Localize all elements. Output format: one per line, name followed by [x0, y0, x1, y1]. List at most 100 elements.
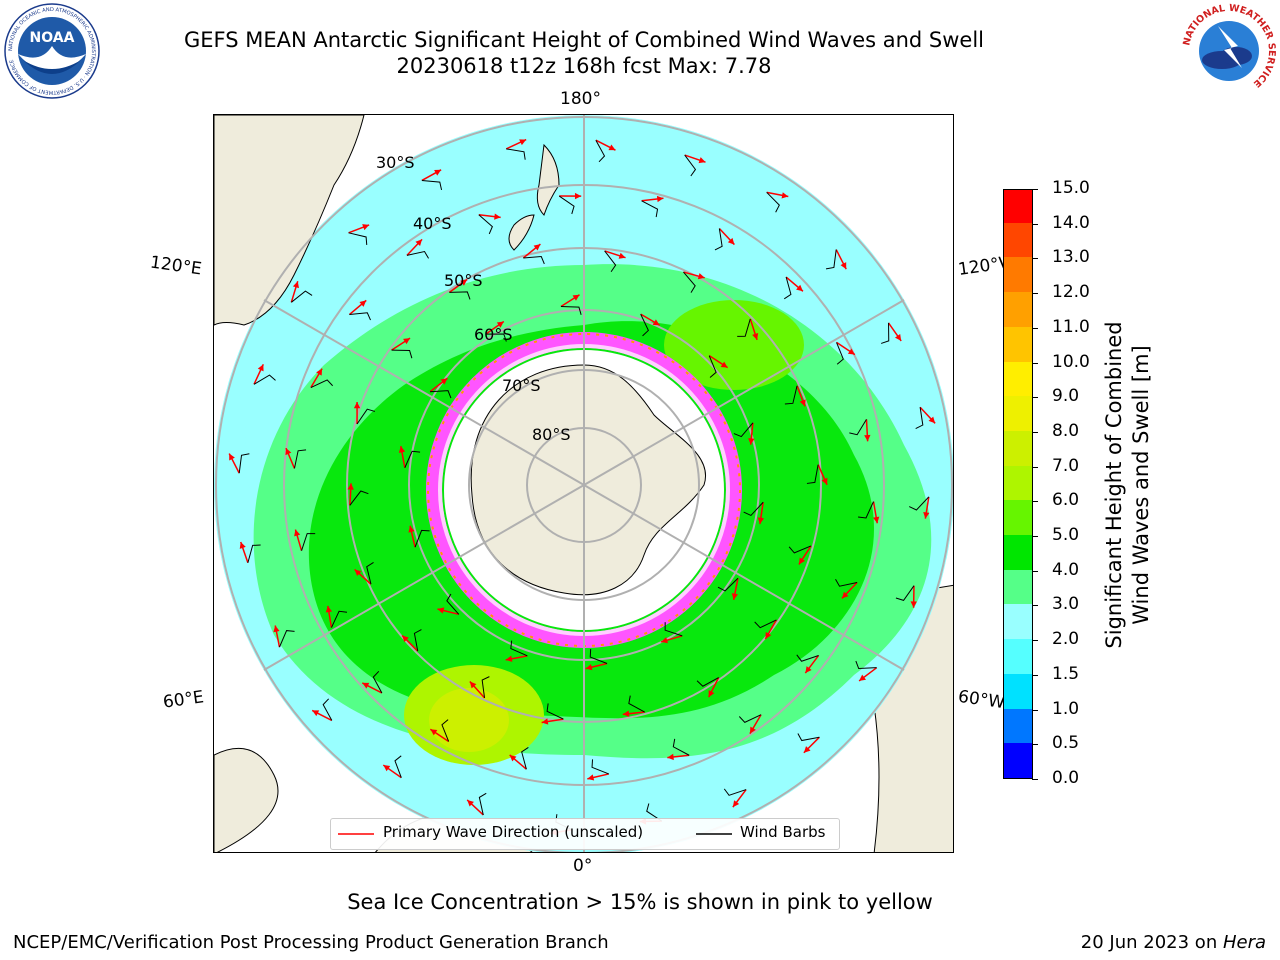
wave-arrow-head	[840, 262, 847, 270]
lat-label-60s: 60°S	[474, 325, 513, 344]
wave-arrow-head	[403, 338, 411, 345]
wind-barb	[646, 803, 663, 822]
wind-barb	[835, 579, 858, 587]
wind-barb	[301, 533, 316, 551]
colorbar-tick-mark	[1032, 189, 1038, 190]
wind-barb	[714, 228, 723, 251]
colorbar-tick-mark	[1032, 466, 1038, 468]
wind-barb	[683, 271, 696, 293]
wind-barb	[733, 422, 754, 438]
colorbar-tick-label: 12.0	[1052, 282, 1090, 303]
wave-arrow-head	[656, 195, 664, 203]
wave-arrow-head	[910, 601, 917, 608]
wave-arrow-head	[727, 237, 735, 245]
wind-barb	[672, 738, 690, 756]
wind-barb	[766, 191, 780, 213]
colorbar-tick-mark	[1032, 501, 1038, 503]
colorbar-tick-mark	[1032, 779, 1038, 780]
colorbar-tick-mark	[1032, 397, 1038, 399]
wind-barb	[478, 214, 493, 235]
wave-arrow-head	[494, 213, 501, 220]
new-zealand-south	[508, 214, 535, 251]
footer-date: 20 Jun 2023 on Hera	[1081, 932, 1266, 953]
colorbar-tick-mark	[1032, 709, 1038, 711]
wave-arrow-head	[618, 252, 626, 259]
wave-arrow-head	[622, 710, 630, 717]
colorbar-tick-label: 10.0	[1052, 351, 1090, 372]
wind-barb	[523, 256, 545, 265]
wave-arrow-head	[505, 655, 513, 662]
lat-label-70s: 70°S	[502, 376, 541, 395]
colorbar-segment	[1004, 395, 1032, 431]
wind-barb	[331, 610, 348, 628]
australia-land	[214, 115, 365, 326]
wave-arrow-head	[430, 729, 438, 736]
colorbar-segment	[1004, 291, 1032, 327]
wind-barb-legend-line	[696, 833, 732, 835]
wind-barb	[446, 593, 460, 615]
wave-arrow-head	[440, 378, 448, 385]
wind-barb	[783, 276, 792, 300]
colorbar-tick-label: 14.0	[1052, 212, 1090, 233]
wave-arrow-head	[698, 157, 706, 164]
wind-barb	[406, 250, 429, 259]
wave-arrow-head	[732, 800, 740, 808]
wind-barb	[640, 313, 649, 337]
wind-barb	[591, 759, 609, 775]
wind-barb	[754, 619, 777, 629]
wave-arrow-head	[894, 333, 902, 341]
wind-barb	[784, 385, 798, 405]
wind-barb	[521, 747, 529, 770]
wave-arrow-head	[752, 332, 759, 340]
legend-label-wind-barbs: Wind Barbs	[740, 823, 826, 841]
wave-arrow-head	[859, 674, 866, 681]
wave-arrow-head	[362, 682, 370, 689]
wave-arrow-head	[347, 483, 354, 490]
wind-barb	[413, 629, 422, 652]
wind-barb	[825, 249, 837, 270]
wind-barb	[293, 449, 307, 469]
colorbar-tick-mark	[1032, 674, 1038, 676]
colorbar-tick-mark	[1032, 327, 1038, 329]
wave-direction-legend-line	[338, 833, 374, 835]
wave-arrow-head	[847, 348, 855, 355]
wave-arrow-head	[273, 625, 280, 633]
wind-barb	[797, 733, 820, 742]
wind-barb	[895, 585, 915, 601]
colorbar-segment	[1004, 569, 1032, 605]
wave-arrow-head	[285, 448, 292, 456]
wave-arrow-head	[398, 446, 406, 453]
lat-label-50s: 50°S	[444, 271, 483, 290]
wind-barb	[604, 250, 617, 273]
wave-arrow-head	[496, 321, 504, 328]
colorbar-tick-label: 9.0	[1052, 386, 1080, 407]
colorbar-tick-label: 0.5	[1052, 733, 1080, 754]
colorbar-tick-mark	[1032, 570, 1038, 572]
wind-barb	[481, 676, 490, 698]
wave-arrow-head	[667, 753, 674, 761]
wind-barb	[708, 355, 717, 378]
wind-barb	[414, 529, 430, 548]
wind-barb	[404, 450, 421, 468]
wind-barb	[478, 792, 487, 816]
wind-barb	[908, 496, 930, 511]
colorbar-tick-mark	[1032, 362, 1038, 364]
wave-arrow-head	[731, 593, 738, 600]
wind-barb	[836, 342, 844, 365]
wind-barb	[546, 703, 564, 720]
sea-ice-note: Sea Ice Concentration > 15% is shown in …	[347, 890, 933, 914]
wind-barb	[349, 490, 369, 506]
wave-arrow-head	[467, 799, 474, 807]
wind-barb	[849, 419, 867, 436]
wind-barb	[589, 649, 608, 664]
wind-barb	[737, 318, 751, 337]
wave-arrow-head	[469, 681, 477, 689]
lon-label-120e: 120°E	[148, 252, 203, 280]
wave-arrow-head	[402, 635, 409, 643]
wave-arrow-head	[803, 746, 811, 753]
wave-arrow-head	[708, 690, 715, 698]
nws-logo: NATIONAL WEATHER SERVICE	[1180, 2, 1278, 100]
wave-arrow-head	[799, 399, 806, 407]
wave-arrow-head	[408, 525, 415, 533]
wave-arrow-head	[864, 434, 871, 442]
